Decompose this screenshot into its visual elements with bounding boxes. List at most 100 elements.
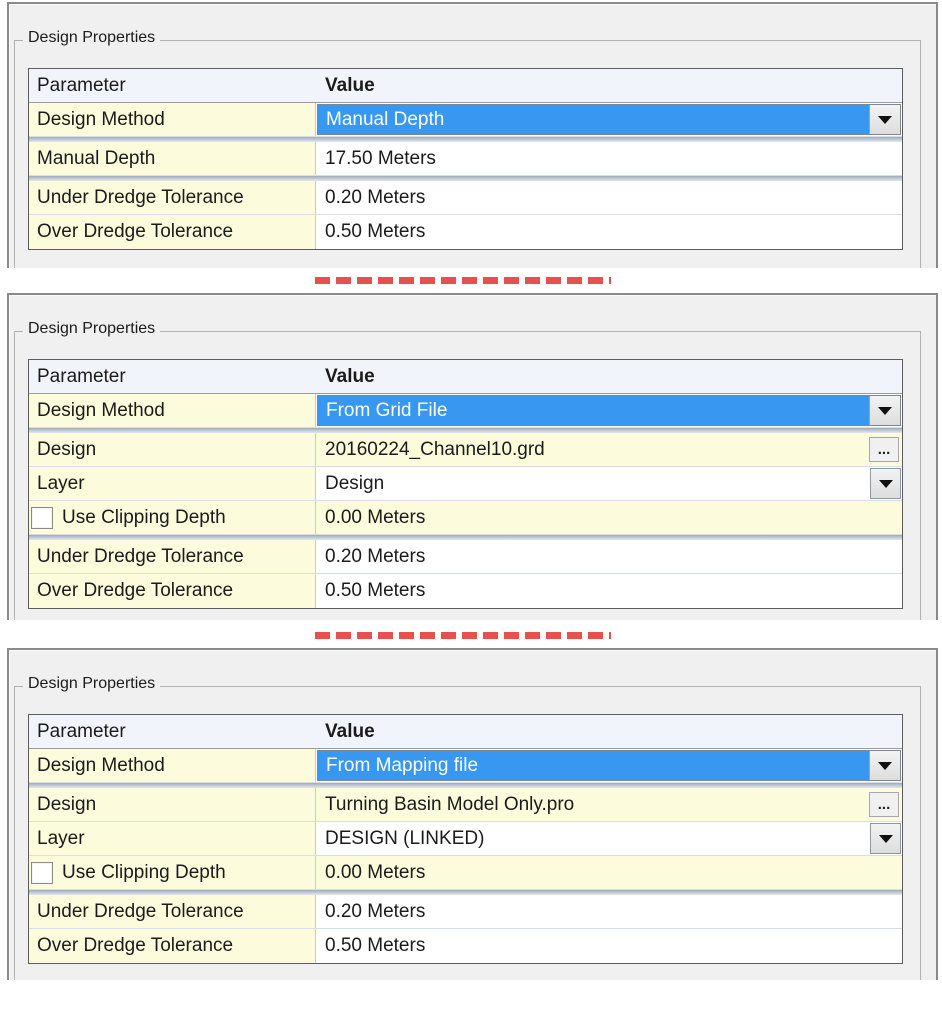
chevron-down-icon xyxy=(878,834,893,843)
over-dredge-tolerance-value-field[interactable]: 0.50 Meters xyxy=(316,929,902,963)
table-row-under-dredge-tolerance: Under Dredge Tolerance 0.20 Meters xyxy=(29,895,902,929)
value-cell: From Grid File xyxy=(316,394,902,427)
combobox-selected-value: From Mapping file xyxy=(318,751,869,780)
parameter-cell: Use Clipping Depth xyxy=(29,856,316,889)
table-row-design-file: Design Turning Basin Model Only.pro ... xyxy=(29,788,902,822)
under-dredge-tolerance-value-field[interactable]: 0.20 Meters xyxy=(316,895,902,928)
clipping-depth-value-field[interactable]: 0.00 Meters xyxy=(316,856,902,889)
parameter-label: Layer xyxy=(29,467,316,500)
table-row-layer: Layer Design xyxy=(29,467,902,501)
chevron-down-icon xyxy=(878,761,892,770)
parameter-label: Under Dredge Tolerance xyxy=(29,540,316,573)
column-header-parameter: Parameter xyxy=(37,74,126,96)
row-group-separator xyxy=(29,535,902,540)
design-method-combobox[interactable]: From Mapping file xyxy=(317,750,901,781)
design-file-name: 20160224_Channel10.grd xyxy=(325,438,545,460)
table-row-under-dredge-tolerance: Under Dredge Tolerance 0.20 Meters xyxy=(29,540,902,574)
table-header-row: Parameter Value xyxy=(29,69,902,103)
parameter-label: Design Method xyxy=(29,749,316,782)
red-dashed-separator xyxy=(315,632,611,639)
table-row-use-clipping-depth: Use Clipping Depth 0.00 Meters xyxy=(29,501,902,535)
parameter-label: Design Method xyxy=(29,394,316,427)
value-cell: Manual Depth xyxy=(316,103,902,136)
design-properties-groupbox: Design Properties Parameter Value Design… xyxy=(14,29,921,268)
parameter-label: Design Method xyxy=(29,103,316,136)
under-dredge-tolerance-value-field[interactable]: 0.20 Meters xyxy=(316,181,902,214)
parameter-label: Over Dredge Tolerance xyxy=(29,574,316,608)
browse-file-button[interactable]: ... xyxy=(869,792,899,817)
table-row-layer: Layer DESIGN (LINKED) xyxy=(29,822,902,856)
row-group-separator xyxy=(29,890,902,895)
parameter-label: Over Dredge Tolerance xyxy=(29,929,316,963)
combobox-dropdown-button[interactable] xyxy=(869,396,900,425)
design-properties-panel-grid-file: Design Properties Parameter Value Design… xyxy=(7,293,938,620)
design-file-value-field[interactable]: Turning Basin Model Only.pro ... xyxy=(316,788,902,821)
browse-file-button[interactable]: ... xyxy=(869,437,899,462)
column-header-value: Value xyxy=(325,365,375,387)
use-clipping-depth-checkbox[interactable] xyxy=(31,861,53,884)
table-row-under-dredge-tolerance: Under Dredge Tolerance 0.20 Meters xyxy=(29,181,902,215)
column-header-parameter: Parameter xyxy=(37,720,126,742)
layer-selected-value: DESIGN (LINKED) xyxy=(325,827,485,849)
over-dredge-tolerance-value-field[interactable]: 0.50 Meters xyxy=(316,574,902,608)
layer-selected-value: Design xyxy=(325,472,385,494)
table-row-design-method: Design Method From Grid File xyxy=(29,394,902,428)
table-row-design-method: Design Method From Mapping file xyxy=(29,749,902,783)
combobox-dropdown-button[interactable] xyxy=(869,751,900,780)
design-file-value-field[interactable]: 20160224_Channel10.grd ... xyxy=(316,433,902,466)
clipping-depth-value-field[interactable]: 0.00 Meters xyxy=(316,501,902,534)
parameter-label: Under Dredge Tolerance xyxy=(29,181,316,214)
over-dredge-tolerance-value-field[interactable]: 0.50 Meters xyxy=(316,215,902,249)
table-row-use-clipping-depth: Use Clipping Depth 0.00 Meters xyxy=(29,856,902,890)
row-group-separator xyxy=(29,176,902,181)
parameter-cell: Use Clipping Depth xyxy=(29,501,316,534)
red-dashed-separator xyxy=(315,277,611,284)
column-header-value: Value xyxy=(325,720,375,742)
row-group-separator xyxy=(29,428,902,433)
design-properties-panel-manual-depth: Design Properties Parameter Value Design… xyxy=(7,2,938,268)
row-group-separator xyxy=(29,783,902,788)
chevron-down-icon xyxy=(878,406,892,415)
groupbox-title: Design Properties xyxy=(23,29,161,47)
manual-depth-value-field[interactable]: 17.50 Meters xyxy=(316,142,902,175)
table-row-manual-depth: Manual Depth 17.50 Meters xyxy=(29,142,902,176)
parameter-label: Use Clipping Depth xyxy=(62,861,226,883)
design-method-combobox[interactable]: Manual Depth xyxy=(317,104,901,135)
column-header-parameter: Parameter xyxy=(37,365,126,387)
layer-dropdown-field[interactable]: DESIGN (LINKED) xyxy=(316,822,902,855)
parameter-label: Use Clipping Depth xyxy=(62,506,226,528)
groupbox-title: Design Properties xyxy=(23,675,161,693)
table-header-row: Parameter Value xyxy=(29,715,902,749)
parameter-label: Under Dredge Tolerance xyxy=(29,895,316,928)
combobox-selected-value: Manual Depth xyxy=(318,105,869,134)
parameter-label: Manual Depth xyxy=(29,142,316,175)
parameter-label: Over Dredge Tolerance xyxy=(29,215,316,249)
table-row-over-dredge-tolerance: Over Dredge Tolerance 0.50 Meters xyxy=(29,215,902,249)
layer-dropdown-field[interactable]: Design xyxy=(316,467,902,500)
design-method-combobox[interactable]: From Grid File xyxy=(317,395,901,426)
use-clipping-depth-checkbox[interactable] xyxy=(31,506,53,529)
table-row-over-dredge-tolerance: Over Dredge Tolerance 0.50 Meters xyxy=(29,929,902,963)
table-row-design-method: Design Method Manual Depth xyxy=(29,103,902,137)
combobox-dropdown-button[interactable] xyxy=(869,105,900,134)
parameter-label: Design xyxy=(29,788,316,821)
row-group-separator xyxy=(29,137,902,142)
table-row-over-dredge-tolerance: Over Dredge Tolerance 0.50 Meters xyxy=(29,574,902,608)
under-dredge-tolerance-value-field[interactable]: 0.20 Meters xyxy=(316,540,902,573)
properties-table: Parameter Value Design Method Manual Dep… xyxy=(28,68,903,250)
layer-dropdown-button[interactable] xyxy=(870,823,901,854)
chevron-down-icon xyxy=(878,115,892,124)
layer-dropdown-button[interactable] xyxy=(870,468,901,499)
parameter-label: Design xyxy=(29,433,316,466)
design-properties-panel-mapping-file: Design Properties Parameter Value Design… xyxy=(7,648,938,980)
chevron-down-icon xyxy=(878,479,893,488)
design-file-name: Turning Basin Model Only.pro xyxy=(325,793,575,815)
column-header-value: Value xyxy=(325,74,375,96)
groupbox-title: Design Properties xyxy=(23,320,161,338)
value-cell: From Mapping file xyxy=(316,749,902,782)
design-properties-groupbox: Design Properties Parameter Value Design… xyxy=(14,320,921,620)
design-properties-groupbox: Design Properties Parameter Value Design… xyxy=(14,675,921,980)
properties-table: Parameter Value Design Method From Grid … xyxy=(28,359,903,609)
table-header-row: Parameter Value xyxy=(29,360,902,394)
